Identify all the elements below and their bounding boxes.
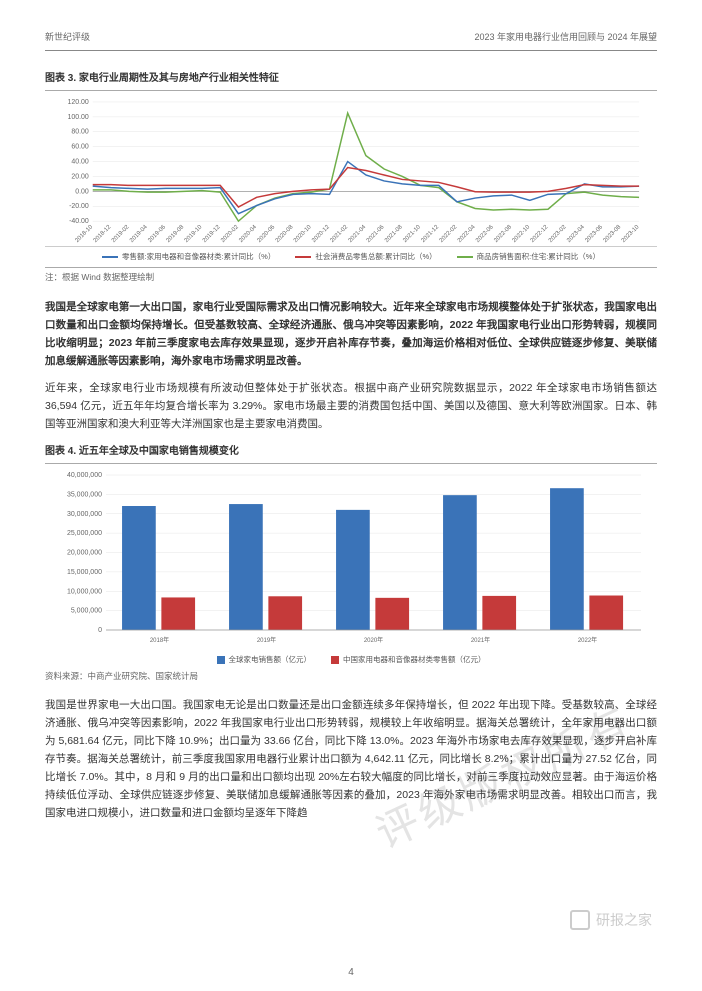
svg-text:2021-06: 2021-06	[366, 224, 386, 244]
svg-text:80.00: 80.00	[71, 129, 89, 136]
svg-text:2019-12: 2019-12	[202, 224, 222, 244]
chart4-bar-chart: 0 5,000,000 10,000,000 15,000,000 20,000,000…	[45, 470, 657, 650]
header-left: 新世纪评级	[45, 30, 90, 44]
svg-text:5,000,000: 5,000,000	[71, 608, 102, 615]
svg-text:2021-08: 2021-08	[384, 224, 404, 244]
paragraph-2: 近年来，全球家电行业市场规模有所波动但整体处于扩张状态。根据中商产业研究院数据显…	[45, 380, 657, 434]
svg-text:2022-04: 2022-04	[457, 224, 477, 244]
svg-text:2020-08: 2020-08	[275, 224, 295, 244]
page-header: 新世纪评级 2023 年家用电器行业信用回顾与 2024 年展望	[45, 30, 657, 51]
chart4-source: 资料来源：中商产业研究院、国家统计局	[45, 670, 657, 684]
legend-global: 全球家电销售额（亿元）	[217, 654, 312, 666]
legend-social: 社会消费品零售总额:累计同比（%）	[295, 251, 436, 263]
svg-text:2021-02: 2021-02	[329, 224, 349, 244]
svg-text:2018-10: 2018-10	[74, 224, 94, 244]
svg-text:10,000,000: 10,000,000	[67, 588, 102, 595]
page-number: 4	[348, 965, 354, 981]
svg-text:0.00: 0.00	[75, 189, 89, 196]
svg-text:2022-08: 2022-08	[493, 224, 513, 244]
chart4-legend: 全球家电销售额（亿元） 中国家用电器和音像器材类零售额（亿元）	[45, 654, 657, 666]
svg-text:-40.00: -40.00	[69, 219, 89, 226]
legend-china: 中国家用电器和音像器材类零售额（亿元）	[331, 654, 486, 666]
svg-text:2020-04: 2020-04	[238, 224, 258, 244]
svg-text:2019-04: 2019-04	[129, 224, 149, 244]
legend-global-label: 全球家电销售额（亿元）	[229, 654, 312, 666]
legend-housing: 商品房销售面积:住宅:累计同比（%）	[457, 251, 600, 263]
svg-text:2022年: 2022年	[578, 636, 597, 644]
svg-text:-20.00: -20.00	[69, 204, 89, 211]
legend-social-label: 社会消费品零售总额:累计同比（%）	[315, 251, 436, 263]
legend-retail-label: 零售额:家用电器和音像器材类:累计同比（%）	[122, 251, 275, 263]
svg-text:2023-02: 2023-02	[548, 224, 568, 244]
paragraph-3: 我国是世界家电一大出口国。我国家电无论是出口数量还是出口金额连续多年保持增长，但…	[45, 697, 657, 822]
svg-text:60.00: 60.00	[71, 144, 89, 151]
svg-text:2019-10: 2019-10	[184, 224, 204, 244]
svg-text:2019-08: 2019-08	[166, 224, 186, 244]
svg-text:2019年: 2019年	[257, 636, 276, 644]
svg-text:20,000,000: 20,000,000	[67, 549, 102, 556]
legend-china-label: 中国家用电器和音像器材类零售额（亿元）	[343, 654, 486, 666]
svg-text:120.00: 120.00	[68, 99, 89, 106]
svg-text:2022-02: 2022-02	[439, 224, 459, 244]
paragraph-1: 我国是全球家电第一大出口国，家电行业受国际需求及出口情况影响较大。近年来全球家电…	[45, 299, 657, 370]
chart3-note: 注：根据 Wind 数据整理绘制	[45, 267, 657, 285]
chart3-title: 图表 3. 家电行业周期性及其与房地产行业相关性特征	[45, 71, 657, 91]
svg-text:2023-06: 2023-06	[584, 224, 604, 244]
svg-text:2020-10: 2020-10	[293, 224, 313, 244]
svg-text:2018-12: 2018-12	[93, 224, 113, 244]
svg-text:40.00: 40.00	[71, 159, 89, 166]
svg-text:2021年: 2021年	[471, 636, 490, 644]
svg-text:0: 0	[98, 627, 102, 634]
chart3-line-chart: -40.00 -20.00 0.00 20.00 40.00 60.00 80.00 100.…	[45, 97, 657, 247]
svg-text:2020年: 2020年	[364, 636, 383, 644]
svg-text:2021-12: 2021-12	[420, 224, 440, 244]
svg-text:20.00: 20.00	[71, 174, 89, 181]
svg-text:100.00: 100.00	[68, 114, 89, 121]
svg-text:2019-06: 2019-06	[147, 224, 167, 244]
svg-text:2020-12: 2020-12	[311, 224, 331, 244]
svg-text:2022-10: 2022-10	[512, 224, 532, 244]
svg-text:2021-04: 2021-04	[348, 224, 368, 244]
watermark-logo: 研报之家	[570, 909, 652, 931]
header-right: 2023 年家用电器行业信用回顾与 2024 年展望	[474, 30, 657, 44]
svg-text:2022-06: 2022-06	[475, 224, 495, 244]
svg-text:2021-10: 2021-10	[402, 224, 422, 244]
legend-retail: 零售额:家用电器和音像器材类:累计同比（%）	[102, 251, 275, 263]
svg-text:30,000,000: 30,000,000	[67, 511, 102, 518]
svg-text:15,000,000: 15,000,000	[67, 569, 102, 576]
svg-text:35,000,000: 35,000,000	[67, 491, 102, 498]
svg-text:2022-12: 2022-12	[530, 224, 550, 244]
svg-text:2019-02: 2019-02	[111, 224, 131, 244]
chart3-legend: 零售额:家用电器和音像器材类:累计同比（%） 社会消费品零售总额:累计同比（%）…	[45, 251, 657, 263]
svg-text:2018年: 2018年	[150, 636, 169, 644]
svg-text:2020-02: 2020-02	[220, 224, 240, 244]
watermark-logo-text: 研报之家	[596, 909, 652, 931]
legend-housing-label: 商品房销售面积:住宅:累计同比（%）	[477, 251, 600, 263]
svg-text:2023-08: 2023-08	[603, 224, 623, 244]
svg-text:2020-06: 2020-06	[257, 224, 277, 244]
svg-text:25,000,000: 25,000,000	[67, 530, 102, 537]
svg-text:40,000,000: 40,000,000	[67, 472, 102, 479]
logo-icon	[570, 910, 590, 930]
chart4-title: 图表 4. 近五年全球及中国家电销售规模变化	[45, 444, 657, 464]
svg-text:2023-10: 2023-10	[621, 224, 641, 244]
svg-text:2023-04: 2023-04	[566, 224, 586, 244]
